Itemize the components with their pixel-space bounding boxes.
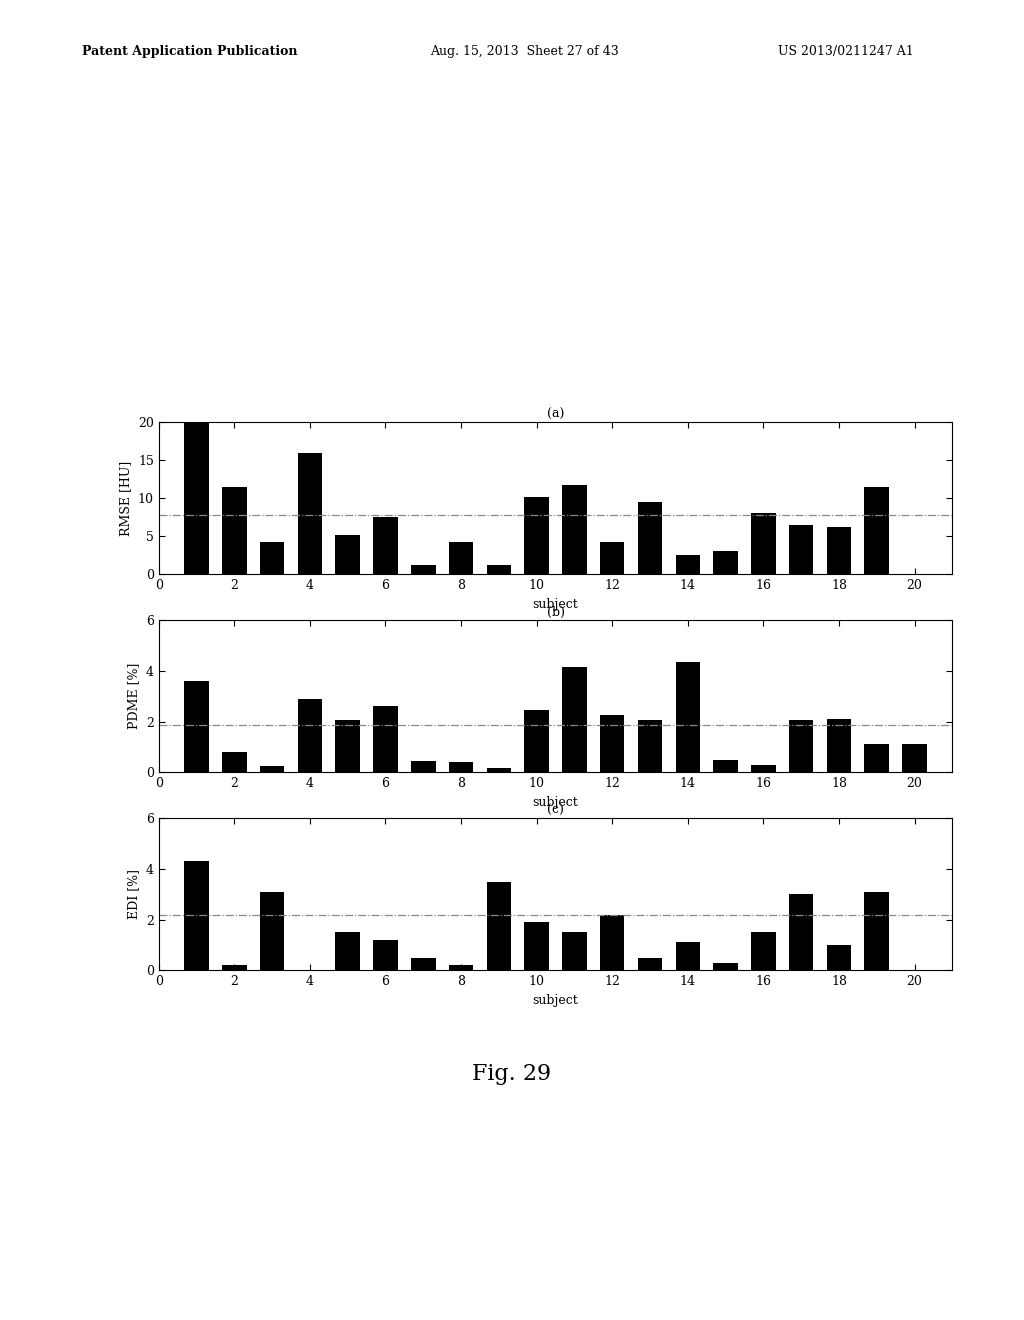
Bar bbox=[260, 766, 285, 772]
Bar bbox=[638, 957, 663, 970]
X-axis label: subject: subject bbox=[532, 994, 579, 1007]
Bar bbox=[486, 768, 511, 772]
Bar bbox=[486, 565, 511, 574]
X-axis label: subject: subject bbox=[532, 598, 579, 611]
Bar bbox=[524, 496, 549, 574]
Title: (a): (a) bbox=[547, 408, 564, 421]
Text: US 2013/0211247 A1: US 2013/0211247 A1 bbox=[778, 45, 914, 58]
Bar bbox=[222, 965, 247, 970]
Bar bbox=[638, 721, 663, 772]
Text: Patent Application Publication: Patent Application Publication bbox=[82, 45, 297, 58]
Bar bbox=[411, 957, 435, 970]
Bar bbox=[449, 762, 473, 772]
Bar bbox=[562, 484, 587, 574]
Bar bbox=[714, 962, 738, 970]
Bar bbox=[751, 764, 775, 772]
Bar bbox=[373, 706, 397, 772]
Bar bbox=[638, 502, 663, 574]
Bar bbox=[600, 543, 625, 574]
Bar bbox=[524, 710, 549, 772]
Bar bbox=[411, 760, 435, 772]
Bar bbox=[336, 932, 360, 970]
Bar bbox=[260, 543, 285, 574]
Bar bbox=[751, 513, 775, 574]
Bar bbox=[184, 681, 209, 772]
Bar bbox=[184, 422, 209, 574]
Bar bbox=[411, 565, 435, 574]
Bar bbox=[600, 715, 625, 772]
Text: Fig. 29: Fig. 29 bbox=[472, 1063, 552, 1085]
Title: (c): (c) bbox=[547, 804, 564, 817]
Title: (b): (b) bbox=[547, 606, 564, 619]
Bar bbox=[449, 965, 473, 970]
Bar bbox=[260, 892, 285, 970]
Bar bbox=[676, 942, 700, 970]
Bar bbox=[298, 698, 323, 772]
Bar bbox=[524, 923, 549, 970]
Bar bbox=[184, 862, 209, 970]
Bar bbox=[864, 892, 889, 970]
Bar bbox=[562, 667, 587, 772]
Bar bbox=[826, 945, 851, 970]
Bar bbox=[373, 517, 397, 574]
Bar bbox=[336, 535, 360, 574]
Bar bbox=[788, 721, 813, 772]
Bar bbox=[826, 527, 851, 574]
Bar bbox=[826, 719, 851, 772]
Bar bbox=[714, 552, 738, 574]
X-axis label: subject: subject bbox=[532, 796, 579, 809]
Bar bbox=[600, 915, 625, 970]
Bar bbox=[676, 663, 700, 772]
Bar bbox=[298, 453, 323, 574]
Bar bbox=[714, 759, 738, 772]
Text: Aug. 15, 2013  Sheet 27 of 43: Aug. 15, 2013 Sheet 27 of 43 bbox=[430, 45, 618, 58]
Bar bbox=[222, 487, 247, 574]
Bar bbox=[864, 487, 889, 574]
Y-axis label: RMSE [HU]: RMSE [HU] bbox=[120, 461, 132, 536]
Bar bbox=[864, 744, 889, 772]
Y-axis label: PDME [%]: PDME [%] bbox=[127, 663, 140, 730]
Bar bbox=[449, 543, 473, 574]
Y-axis label: EDI [%]: EDI [%] bbox=[127, 870, 140, 919]
Bar bbox=[676, 556, 700, 574]
Bar bbox=[336, 721, 360, 772]
Bar bbox=[562, 932, 587, 970]
Bar bbox=[902, 744, 927, 772]
Bar bbox=[373, 940, 397, 970]
Bar bbox=[788, 895, 813, 970]
Bar bbox=[486, 882, 511, 970]
Bar bbox=[788, 525, 813, 574]
Bar bbox=[222, 752, 247, 772]
Bar bbox=[751, 932, 775, 970]
